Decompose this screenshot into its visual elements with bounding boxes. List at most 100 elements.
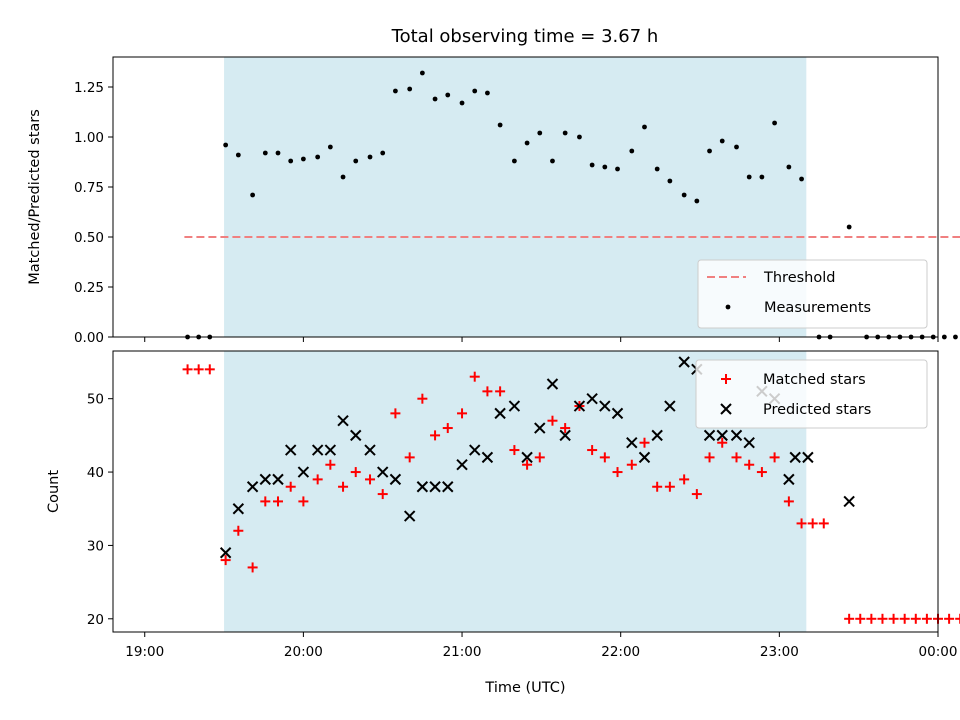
bottom-y-tick-label: 40 (87, 465, 104, 481)
top-y-tick-label: 0.75 (74, 180, 104, 196)
predicted-star-point (783, 473, 795, 486)
matched-star-point (273, 496, 283, 507)
measurement-point (759, 174, 765, 180)
matched-star-point (587, 445, 598, 456)
measurement-point (772, 120, 777, 126)
matched-star-point (744, 459, 755, 470)
measurement-point (602, 164, 608, 170)
predicted-star-point (377, 466, 389, 478)
top-y-tick-label: 0.00 (74, 330, 104, 346)
matched-star-point (390, 408, 401, 419)
matched-star-point (769, 452, 780, 463)
measurement-point (799, 176, 804, 182)
measurement-point (353, 158, 359, 164)
matched-star-point (844, 613, 855, 624)
legend-threshold-label: Threshold (763, 270, 835, 286)
measurement-point (511, 158, 517, 164)
matched-star-point (233, 525, 244, 536)
measurement-point (497, 122, 503, 128)
matched-star-point (691, 489, 702, 500)
predicted-star-point (716, 429, 728, 442)
bottom-y-ticks: 20 30 40 50 (87, 392, 113, 628)
top-y-axis-label: Matched/Predicted stars (27, 109, 43, 285)
predicted-star-point (272, 473, 284, 486)
top-x-ticks (144, 337, 939, 342)
matched-star-point (756, 467, 767, 478)
x-tick-label: 19:00 (125, 644, 164, 660)
predicted-star-point (703, 429, 716, 442)
matched-star-point (731, 452, 742, 463)
measurement-point (577, 134, 582, 140)
predicted-star-point (219, 547, 232, 559)
matched-star-point (193, 364, 204, 375)
x-tick-label: 00:00 (919, 644, 958, 660)
bottom-y-tick-label: 30 (87, 538, 104, 554)
matched-star-point (522, 459, 533, 470)
predicted-star-point (599, 400, 611, 412)
matched-star-point (325, 459, 336, 470)
predicted-star-point (311, 444, 324, 456)
measurement-point (941, 334, 947, 340)
matched-star-point (652, 481, 663, 492)
predicted-star-point (651, 429, 663, 442)
matched-star-point (818, 518, 829, 529)
matched-star-point (944, 613, 955, 624)
measurement-point (262, 150, 268, 156)
matched-star-point (612, 467, 623, 478)
predicted-star-point (534, 422, 546, 434)
matched-star-point (204, 364, 215, 375)
matched-star-point (704, 452, 715, 463)
measurement-point (485, 90, 490, 96)
count-points (182, 356, 960, 624)
top-y-tick-label: 1.25 (74, 80, 104, 96)
matched-star-point (377, 489, 388, 500)
bottom-y-tick-label: 50 (87, 392, 104, 408)
measurement-point (524, 140, 530, 146)
bottom-legend-box (695, 359, 928, 429)
matched-star-point (247, 562, 258, 573)
measurement-point (235, 152, 241, 158)
matched-star-point (417, 393, 428, 404)
measurement-point (707, 148, 712, 154)
predicted-star-point (521, 451, 533, 464)
top-axes-frame (112, 56, 939, 338)
measurement-point (746, 174, 752, 180)
top-legend-box (697, 259, 928, 329)
measurement-point (223, 142, 229, 148)
legend-predicted-label: Predicted stars (763, 402, 871, 418)
x-axis-label: Time (UTC) (484, 680, 565, 696)
predicted-star-point (364, 444, 376, 456)
measurement-point (654, 166, 660, 172)
matched-star-point (921, 613, 932, 624)
predicted-star-point (284, 444, 297, 456)
matched-star-point (285, 481, 296, 492)
measurement-point (629, 148, 635, 154)
predicted-star-point (416, 481, 429, 493)
measurement-point (642, 124, 647, 130)
measurement-point (550, 158, 555, 164)
matched-star-point (877, 613, 888, 624)
matched-star-point (298, 496, 309, 507)
top-y-tick-label: 0.25 (74, 280, 104, 296)
x-tick-label: 23:00 (760, 644, 799, 660)
matched-star-point (855, 613, 866, 624)
legend-measurements-swatch (725, 304, 731, 310)
predicted-star-point (389, 473, 402, 486)
legend-predicted-swatch (720, 403, 732, 415)
measurement-point (300, 156, 306, 162)
legend-matched-label: Matched stars (763, 372, 866, 388)
measurement-point (445, 92, 451, 98)
measurement-point (734, 144, 739, 150)
measurement-point (953, 334, 958, 340)
measurement-point (589, 162, 595, 168)
measurement-point (472, 88, 478, 94)
measurement-point (315, 154, 321, 160)
matched-star-point (430, 430, 441, 441)
measurement-point (694, 198, 700, 204)
predicted-star-point (678, 356, 690, 368)
chart-title: Total observing time = 3.67 h (391, 26, 659, 47)
predicted-star-point (246, 481, 259, 493)
predicted-star-point (743, 437, 755, 449)
predicted-star-point (403, 510, 416, 522)
